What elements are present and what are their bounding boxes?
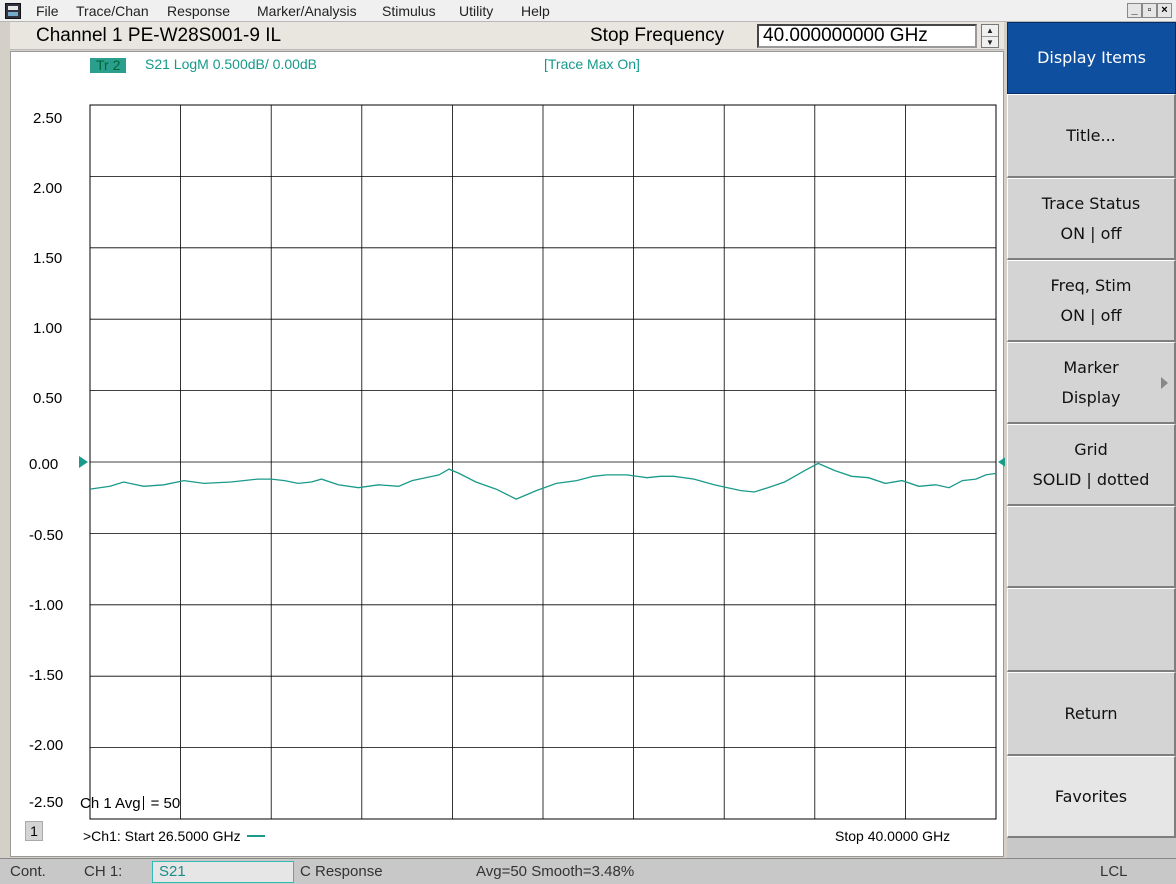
status-bar: Cont. CH 1: S21 C Response Avg=50 Smooth… (0, 858, 1176, 884)
menu-file[interactable]: File (36, 3, 59, 19)
softkey-blank-2[interactable] (1007, 588, 1176, 672)
softkey-label: ON | off (1060, 223, 1122, 243)
softkey-label: Marker (1063, 357, 1119, 377)
menu-stimulus[interactable]: Stimulus (382, 3, 436, 19)
minimize-icon[interactable]: _ (1127, 3, 1142, 18)
menu-bar: File Trace/Chan Response Marker/Analysis… (0, 0, 1176, 22)
softkey-label: Trace Status (1041, 193, 1141, 213)
plot-area[interactable]: Tr 2 S21 LogM 0.500dB/ 0.00dB [Trace Max… (10, 51, 1005, 858)
stop-frequency-input[interactable]: 40.000000000 GHz (757, 24, 977, 48)
submenu-arrow-icon (1161, 376, 1168, 389)
spin-down-icon[interactable]: ▼ (982, 36, 998, 47)
status-parameter[interactable]: S21 (152, 861, 294, 883)
status-mode: Cont. (10, 863, 46, 880)
softkey-label: Display (1061, 387, 1121, 407)
softkey-label: Freq, Stim (1050, 275, 1132, 295)
y-tick-label: 0.50 (33, 390, 63, 407)
trace-legend-swatch (246, 835, 265, 837)
status-remote: LCL (1100, 863, 1128, 880)
start-frequency-text: >Ch1: Start 26.5000 GHz (83, 828, 241, 844)
channel-title: Channel 1 PE-W28S001-9 IL (36, 25, 282, 46)
avg-separator (142, 796, 151, 810)
status-correction: C Response (300, 863, 383, 880)
softkey-title[interactable]: Title... (1007, 94, 1176, 178)
reference-marker-left-icon (79, 456, 88, 468)
channel-number-badge[interactable]: 1 (25, 821, 43, 841)
trace-line-s21 (89, 462, 997, 500)
softkey-label: ON | off (1060, 305, 1122, 325)
softkey-freq-stim[interactable]: Freq, Stim ON | off (1007, 260, 1176, 342)
y-tick-label: 2.00 (33, 180, 63, 197)
y-tick-label: 1.50 (33, 250, 63, 267)
softkey-label: Favorites (1054, 786, 1128, 806)
menu-utility[interactable]: Utility (459, 3, 494, 19)
softkey-display-items[interactable]: Display Items (1007, 22, 1176, 94)
restore-icon[interactable]: ▫ (1142, 3, 1157, 18)
spin-up-icon[interactable]: ▲ (986, 26, 994, 35)
reference-marker-right-icon (998, 457, 1005, 467)
trace-chart[interactable] (11, 52, 1005, 858)
status-averaging: Avg=50 Smooth=3.48% (476, 863, 635, 880)
window-controls: _ ▫ × (1127, 3, 1172, 19)
stop-frequency-readout: Stop 40.0000 GHz (835, 828, 951, 844)
stop-frequency-label: Stop Frequency (590, 25, 725, 46)
trace-tag[interactable]: Tr 2 (90, 58, 127, 73)
avg-label: Ch 1 Avg (80, 795, 141, 812)
y-tick-label: -1.00 (29, 597, 64, 614)
close-icon[interactable]: × (1157, 3, 1172, 18)
start-frequency-readout: >Ch1: Start 26.5000 GHz (83, 828, 265, 844)
menu-marker-analysis[interactable]: Marker/Analysis (257, 3, 357, 19)
menu-trace-chan[interactable]: Trace/Chan (76, 3, 149, 19)
softkey-marker-display[interactable]: Marker Display (1007, 342, 1176, 424)
y-tick-label: -2.00 (29, 737, 64, 754)
softkey-return[interactable]: Return (1007, 672, 1176, 756)
softkey-trace-status[interactable]: Trace Status ON | off (1007, 178, 1176, 260)
app-icon[interactable] (5, 3, 21, 19)
y-tick-label: -1.50 (29, 667, 64, 684)
trace-max-status: [Trace Max On] (544, 56, 640, 72)
softkey-label: Display Items (1037, 48, 1146, 67)
softkey-label: Grid (1074, 439, 1108, 459)
y-tick-label: 1.00 (33, 320, 63, 337)
menu-help[interactable]: Help (521, 3, 550, 19)
softkey-label: SOLID | dotted (1032, 469, 1150, 489)
softkey-label: Title... (1066, 125, 1116, 145)
y-tick-label: -2.50 (29, 794, 64, 811)
menu-response[interactable]: Response (167, 3, 231, 19)
y-tick-label: -0.50 (29, 527, 64, 544)
softkey-label: Return (1064, 703, 1118, 723)
averaging-readout: Ch 1 Avg = 50 (70, 792, 256, 816)
y-tick-label: 2.50 (33, 110, 63, 127)
y-tick-label: 0.00 (29, 456, 59, 473)
avg-value: = 50 (150, 795, 181, 812)
stop-frequency-spinner[interactable]: ▲ ▼ (981, 24, 999, 48)
softkey-panel: Display Items Title... Trace Status ON | of… (1007, 22, 1176, 858)
softkey-grid[interactable]: Grid SOLID | dotted (1007, 424, 1176, 506)
channel-header: Channel 1 PE-W28S001-9 IL Stop Frequency… (10, 22, 1004, 50)
softkey-blank-1[interactable] (1007, 506, 1176, 588)
trace-info: S21 LogM 0.500dB/ 0.00dB (145, 56, 318, 72)
softkey-favorites[interactable]: Favorites (1007, 756, 1176, 838)
status-channel: CH 1: (84, 863, 123, 880)
